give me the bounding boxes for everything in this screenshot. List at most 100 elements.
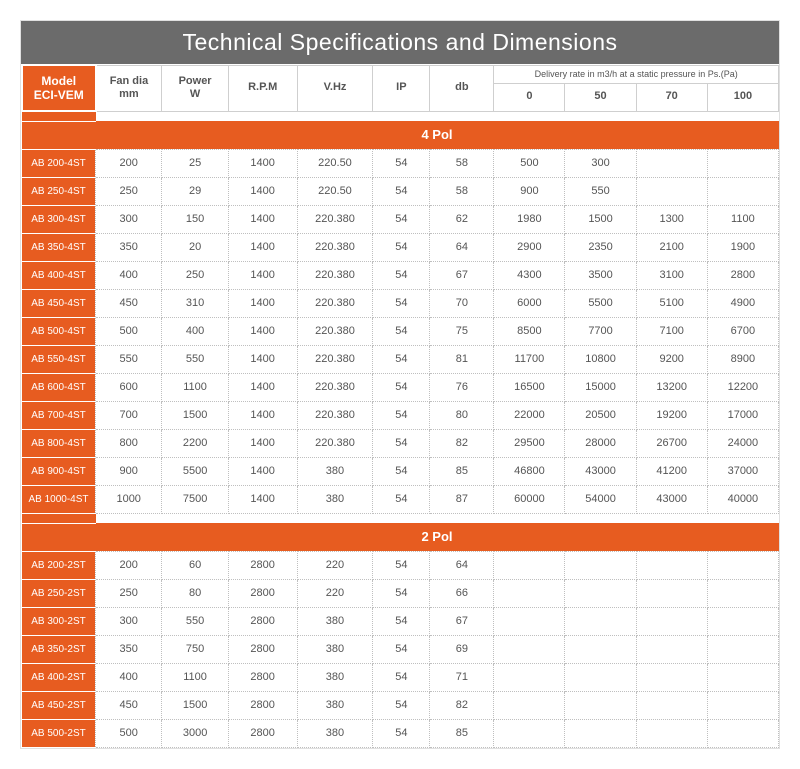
cell-vhz: 380 bbox=[297, 663, 373, 691]
cell-fan: 400 bbox=[96, 663, 162, 691]
cell-d70 bbox=[636, 551, 707, 579]
cell-d0: 8500 bbox=[494, 317, 565, 345]
cell-rpm: 1400 bbox=[228, 457, 297, 485]
cell-d100: 40000 bbox=[707, 485, 778, 513]
cell-rpm: 1400 bbox=[228, 177, 297, 205]
cell-d70: 19200 bbox=[636, 401, 707, 429]
cell-d50: 15000 bbox=[565, 373, 636, 401]
cell-pow: 1500 bbox=[162, 691, 228, 719]
col-d0: 0 bbox=[494, 83, 565, 111]
cell-db: 81 bbox=[430, 345, 494, 373]
cell-pow: 29 bbox=[162, 177, 228, 205]
cell-rpm: 1400 bbox=[228, 233, 297, 261]
cell-model: AB 500-2ST bbox=[22, 719, 96, 747]
cell-d70 bbox=[636, 177, 707, 205]
cell-d0: 29500 bbox=[494, 429, 565, 457]
cell-model: AB 250-4ST bbox=[22, 177, 96, 205]
cell-d70: 3100 bbox=[636, 261, 707, 289]
cell-pow: 750 bbox=[162, 635, 228, 663]
cell-pow: 80 bbox=[162, 579, 228, 607]
cell-fan: 550 bbox=[96, 345, 162, 373]
cell-fan: 200 bbox=[96, 149, 162, 177]
cell-db: 75 bbox=[430, 317, 494, 345]
cell-rpm: 1400 bbox=[228, 261, 297, 289]
cell-pow: 2200 bbox=[162, 429, 228, 457]
cell-d50 bbox=[565, 551, 636, 579]
cell-db: 62 bbox=[430, 205, 494, 233]
cell-d50: 54000 bbox=[565, 485, 636, 513]
cell-model: AB 450-4ST bbox=[22, 289, 96, 317]
cell-d50 bbox=[565, 635, 636, 663]
cell-vhz: 220.50 bbox=[297, 149, 373, 177]
cell-rpm: 2800 bbox=[228, 607, 297, 635]
table-row: AB 400-4ST4002501400220.3805467430035003… bbox=[22, 261, 779, 289]
cell-rpm: 1400 bbox=[228, 205, 297, 233]
cell-model: AB 300-4ST bbox=[22, 205, 96, 233]
cell-model: AB 500-4ST bbox=[22, 317, 96, 345]
cell-model: AB 450-2ST bbox=[22, 691, 96, 719]
table-row: AB 500-2ST500300028003805485 bbox=[22, 719, 779, 747]
cell-ip: 54 bbox=[373, 663, 430, 691]
cell-rpm: 1400 bbox=[228, 401, 297, 429]
cell-d70 bbox=[636, 635, 707, 663]
cell-model: AB 250-2ST bbox=[22, 579, 96, 607]
cell-d0: 46800 bbox=[494, 457, 565, 485]
cell-d50: 2350 bbox=[565, 233, 636, 261]
cell-d50: 28000 bbox=[565, 429, 636, 457]
cell-vhz: 220.380 bbox=[297, 345, 373, 373]
cell-d70: 7100 bbox=[636, 317, 707, 345]
cell-vhz: 380 bbox=[297, 635, 373, 663]
cell-d0: 22000 bbox=[494, 401, 565, 429]
cell-vhz: 220 bbox=[297, 579, 373, 607]
cell-rpm: 2800 bbox=[228, 551, 297, 579]
cell-rpm: 2800 bbox=[228, 719, 297, 747]
cell-model: AB 400-2ST bbox=[22, 663, 96, 691]
cell-d100 bbox=[707, 663, 778, 691]
cell-d100: 37000 bbox=[707, 457, 778, 485]
col-delivery-label: Delivery rate in m3/h at a static pressu… bbox=[494, 65, 779, 83]
cell-fan: 500 bbox=[96, 317, 162, 345]
cell-pow: 400 bbox=[162, 317, 228, 345]
cell-d100 bbox=[707, 691, 778, 719]
cell-d100: 24000 bbox=[707, 429, 778, 457]
cell-model: AB 1000-4ST bbox=[22, 485, 96, 513]
cell-ip: 54 bbox=[373, 345, 430, 373]
cell-db: 64 bbox=[430, 233, 494, 261]
cell-db: 58 bbox=[430, 177, 494, 205]
cell-vhz: 220.380 bbox=[297, 373, 373, 401]
cell-ip: 54 bbox=[373, 317, 430, 345]
cell-d70: 2100 bbox=[636, 233, 707, 261]
cell-ip: 54 bbox=[373, 691, 430, 719]
cell-fan: 400 bbox=[96, 261, 162, 289]
cell-db: 80 bbox=[430, 401, 494, 429]
cell-d50: 550 bbox=[565, 177, 636, 205]
cell-d50: 1500 bbox=[565, 205, 636, 233]
cell-vhz: 220.380 bbox=[297, 401, 373, 429]
table-row: AB 700-4ST70015001400220.380548022000205… bbox=[22, 401, 779, 429]
cell-db: 82 bbox=[430, 691, 494, 719]
col-ip: IP bbox=[373, 65, 430, 111]
cell-ip: 54 bbox=[373, 579, 430, 607]
cell-d0: 1980 bbox=[494, 205, 565, 233]
table-row: AB 350-4ST350201400220.38054642900235021… bbox=[22, 233, 779, 261]
cell-d100 bbox=[707, 607, 778, 635]
cell-rpm: 2800 bbox=[228, 691, 297, 719]
cell-pow: 60 bbox=[162, 551, 228, 579]
cell-pow: 550 bbox=[162, 607, 228, 635]
cell-db: 71 bbox=[430, 663, 494, 691]
cell-vhz: 220.380 bbox=[297, 261, 373, 289]
cell-d50: 5500 bbox=[565, 289, 636, 317]
cell-model: AB 200-4ST bbox=[22, 149, 96, 177]
section-header: 2 Pol bbox=[96, 523, 779, 551]
cell-d70 bbox=[636, 607, 707, 635]
cell-d70 bbox=[636, 149, 707, 177]
cell-pow: 1500 bbox=[162, 401, 228, 429]
cell-d50: 7700 bbox=[565, 317, 636, 345]
cell-d70: 26700 bbox=[636, 429, 707, 457]
table-header: Model ECI-VEM Fan dia mm Power W R.P.M V… bbox=[22, 65, 779, 111]
cell-d50 bbox=[565, 607, 636, 635]
cell-d100: 4900 bbox=[707, 289, 778, 317]
cell-d0: 900 bbox=[494, 177, 565, 205]
cell-ip: 54 bbox=[373, 149, 430, 177]
cell-fan: 200 bbox=[96, 551, 162, 579]
